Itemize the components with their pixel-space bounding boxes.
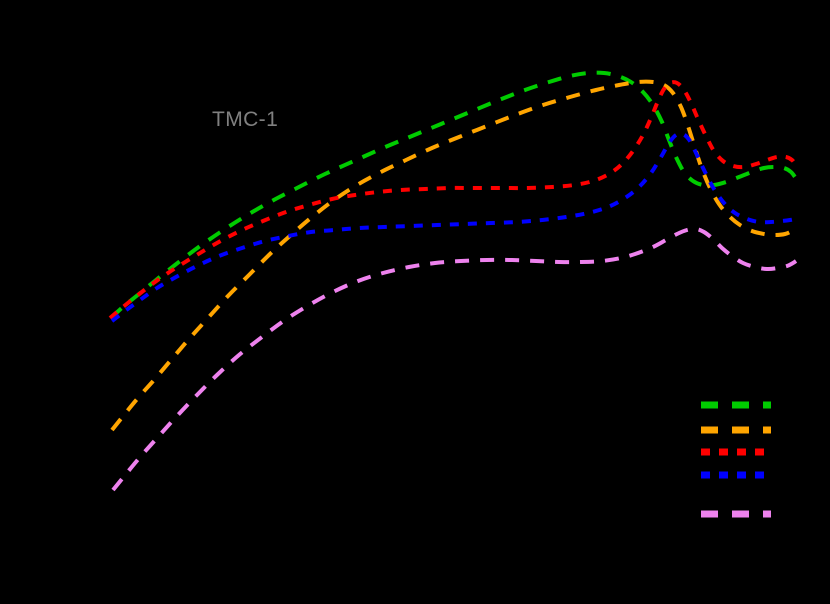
curve-series-red [108,80,797,320]
curve-series-blue [110,131,796,323]
legend-item-series-violet[interactable] [695,509,825,519]
curve-series-violet [111,226,798,492]
legend-swatch-series-orange [701,426,771,434]
legend-item-series-blue[interactable] [695,470,825,480]
curve-series-green [109,70,797,320]
legend-item-series-green[interactable] [695,400,825,410]
series-paths [108,70,798,492]
legend-swatch-series-blue [701,471,771,479]
legend-swatch-series-red [701,448,771,456]
legend-swatch-series-violet [701,510,771,518]
legend-item-series-orange[interactable] [695,425,825,435]
source-annotation-tmc1: TMC-1 [212,108,279,131]
legend [695,392,825,527]
legend-item-series-red[interactable] [695,447,825,457]
legend-swatch-series-green [701,401,771,409]
